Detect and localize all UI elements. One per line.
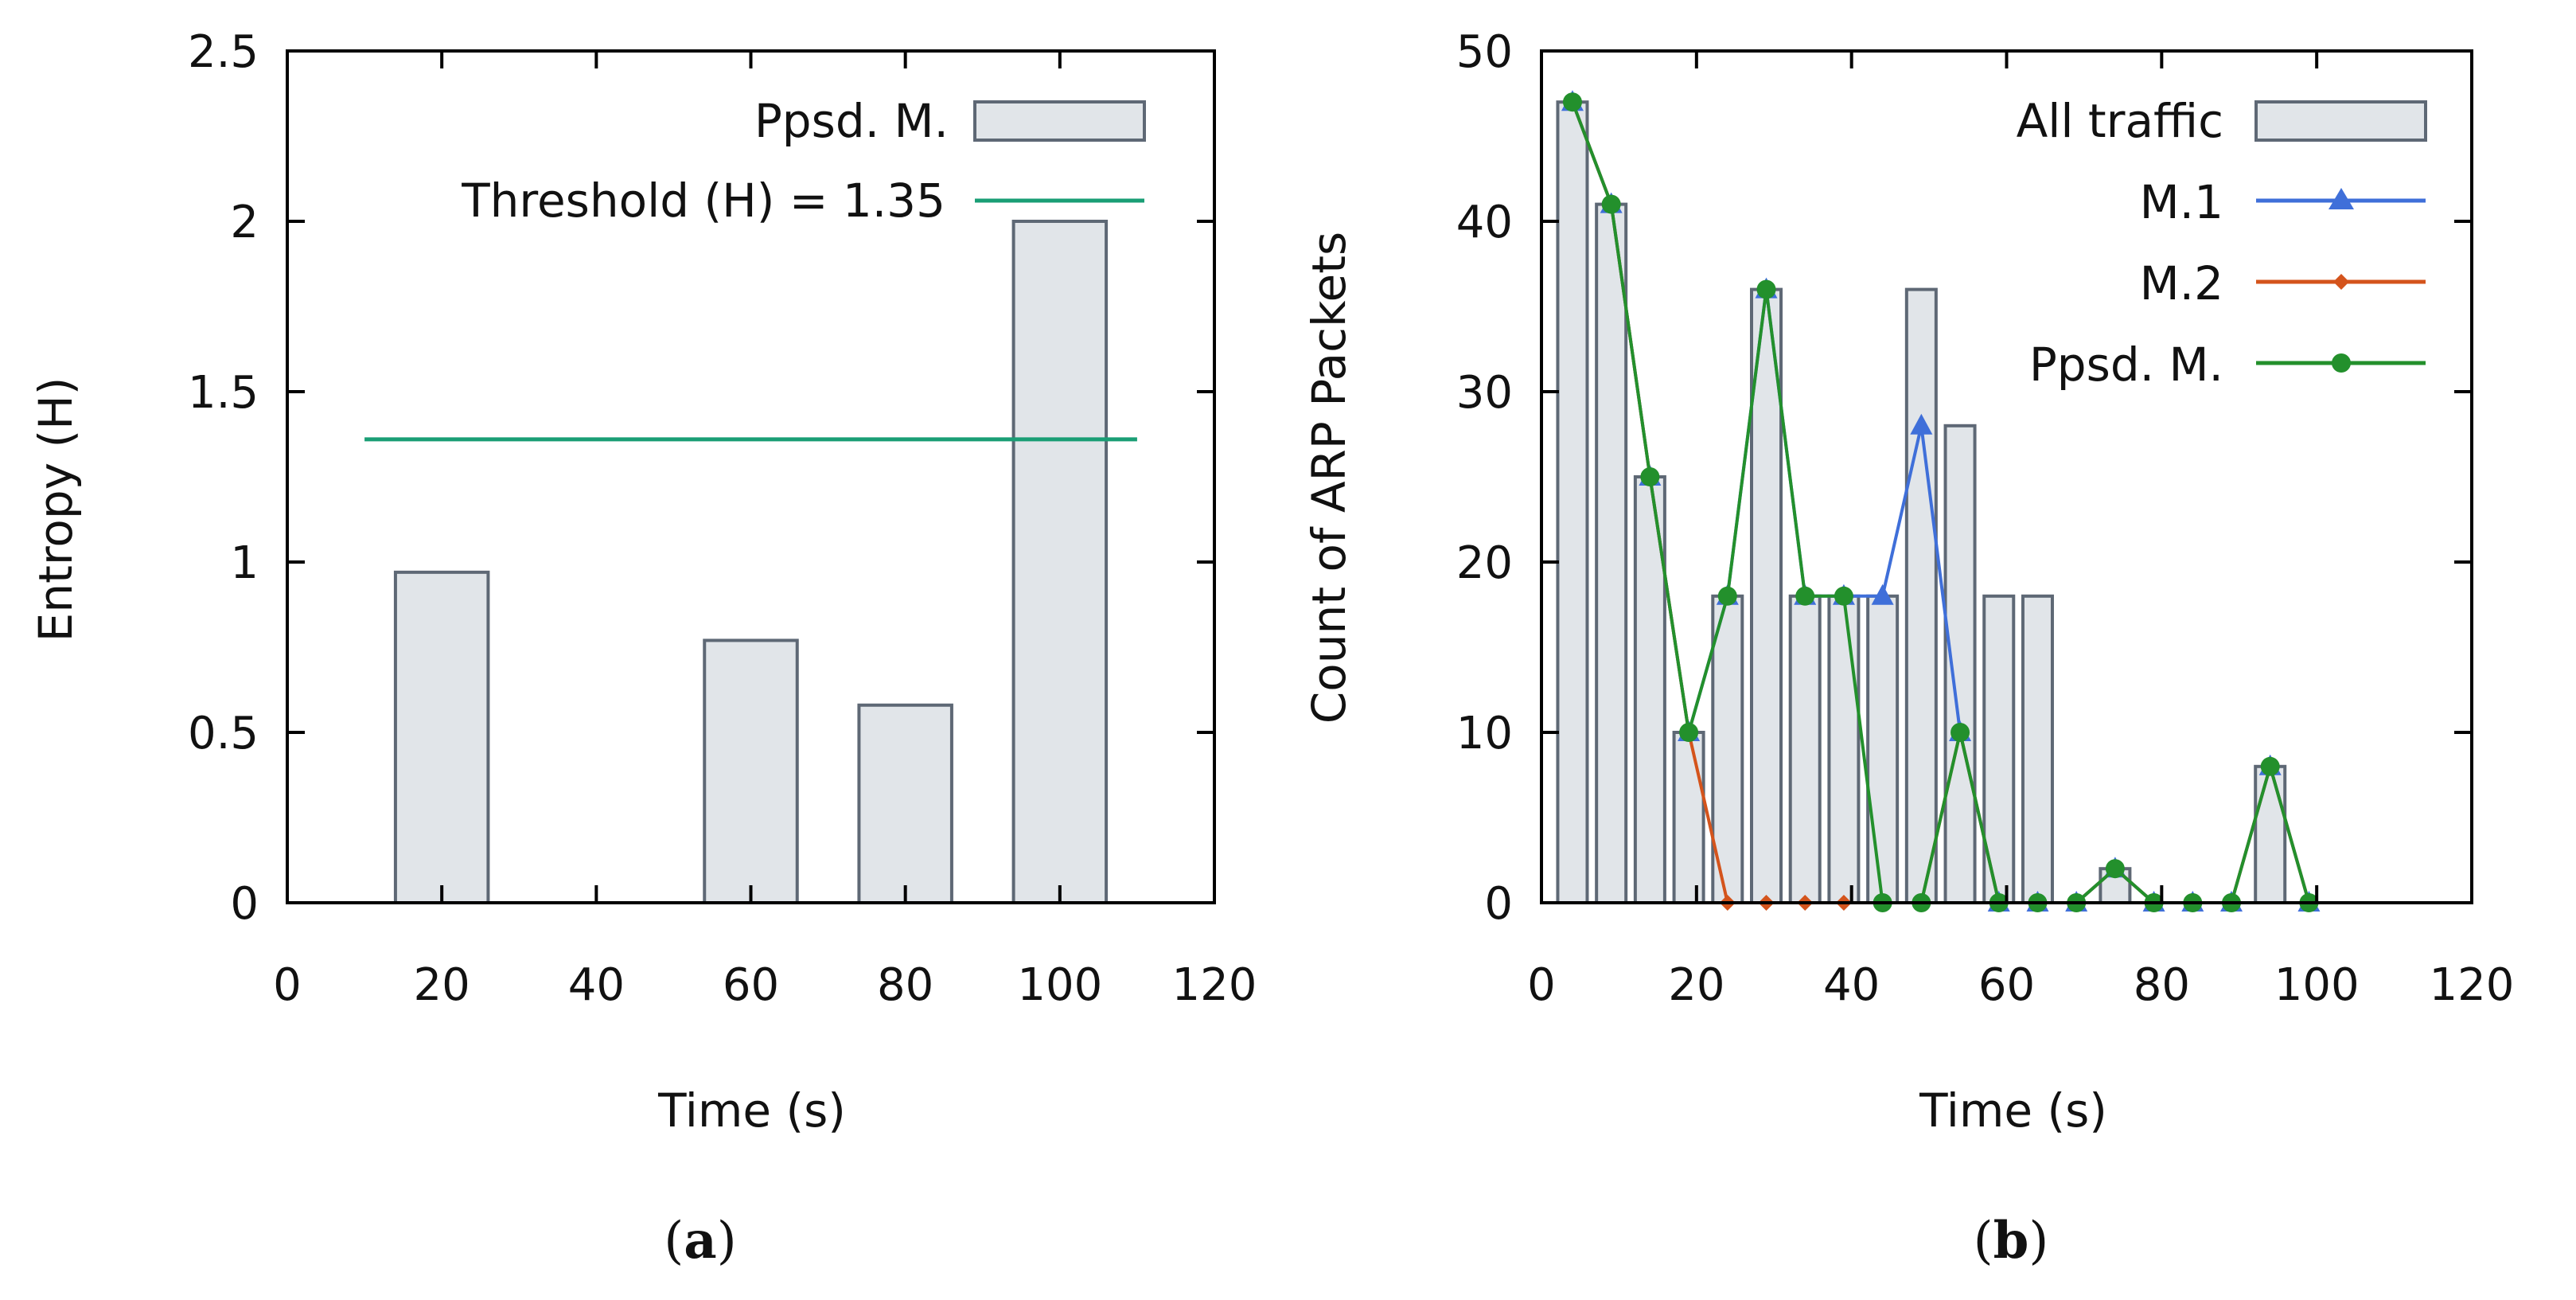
- chart-b-bar: [1943, 424, 1977, 904]
- chart-a: 0 20 40 60 80 100 120 0 0.5 1 1.5 2 2.5 Time (s) Ent…: [29, 26, 1257, 1138]
- chart-b-bar: [1866, 594, 1900, 904]
- chart-b-y-tick-label: 20: [1456, 537, 1513, 589]
- chart-a-x-tick-label: 120: [1172, 959, 1257, 1011]
- caption-a-letter: a: [684, 1211, 716, 1271]
- chart-b-point-ppsd: [2105, 859, 2125, 879]
- chart-a-legend-swatch-bars: [973, 100, 1146, 142]
- chart-b-point-ppsd: [1834, 586, 1853, 606]
- chart-b-bar: [1556, 100, 1589, 904]
- chart-a-y-tick-label: 2.5: [188, 26, 259, 78]
- chart-b-bar: [1904, 287, 1938, 905]
- chart-a-bar: [703, 638, 799, 904]
- chart-b-legend-label-ppsd: Ppsd. M.: [2029, 338, 2223, 392]
- chart-b-bar: [1595, 202, 1628, 905]
- chart-a-y-tick-label: 1.5: [188, 367, 259, 419]
- caption-a-close: ): [717, 1212, 737, 1271]
- chart-b-y-tick-label: 0: [1484, 878, 1513, 930]
- chart-b-x-tick-label: 0: [1527, 959, 1556, 1011]
- chart-a-x-tick-label: 80: [877, 959, 933, 1011]
- chart-a-x-axis-label: Time (s): [657, 1083, 846, 1138]
- chart-b-y-axis-label: Count of ARP Packets: [1302, 232, 1356, 724]
- chart-b-bar: [2099, 867, 2132, 904]
- chart-b-point-ppsd: [1756, 279, 1776, 299]
- chart-a-legend-label-threshold: Threshold (H) = 1.35: [461, 174, 945, 228]
- chart-b-legend-marker-ppsd: [2332, 353, 2351, 373]
- chart-b-x-tick-label: 120: [2430, 959, 2515, 1011]
- chart-b-y-tick-label: 10: [1456, 708, 1513, 759]
- chart-b-point-ppsd: [1562, 92, 1582, 112]
- chart-b-point-m1: [1871, 584, 1894, 605]
- chart-a-bar: [1011, 220, 1109, 904]
- chart-a-y-tick-label: 1: [230, 537, 259, 589]
- chart-a-y-tick-label: 0.5: [188, 708, 259, 759]
- chart-b-y-tick-label: 50: [1456, 26, 1513, 78]
- chart-b-point-m1: [1910, 413, 1933, 435]
- chart-b-x-tick-label: 40: [1823, 959, 1880, 1011]
- chart-a-x-tick-label: 100: [1017, 959, 1102, 1011]
- chart-b-bar: [1827, 594, 1861, 904]
- chart-b-x-tick-label: 20: [1668, 959, 1724, 1011]
- chart-b-legend-swatch-all-traffic: [2254, 100, 2427, 142]
- chart-b-bar: [1788, 594, 1822, 904]
- chart-a-y-tick-label: 2: [230, 197, 259, 248]
- chart-b-x-tick-label: 60: [1978, 959, 2035, 1011]
- chart-b-y-tick-label: 40: [1456, 197, 1513, 248]
- chart-b-point-ppsd: [1601, 194, 1621, 214]
- chart-b-x-tick-label: 80: [2134, 959, 2190, 1011]
- chart-b: 0 20 40 60 80 100 120 0 10 20 30 40 50 Time (s) Coun…: [1302, 26, 2514, 1138]
- chart-b-bar: [2021, 594, 2054, 904]
- chart-a-x-tick-label: 20: [414, 959, 470, 1011]
- chart-b-axis-ticks: 0 20 40 60 80 100 120 0 10 20 30 40 50: [1456, 26, 2515, 1011]
- chart-b-legend: All traffic M.1 M.2 Ppsd. M.: [2017, 94, 2427, 392]
- chart-b-legend-label-m2: M.2: [2140, 256, 2223, 310]
- chart-a-x-tick-label: 0: [273, 959, 302, 1011]
- chart-b-legend-marker-m1: [2329, 188, 2354, 209]
- chart-b-point-ppsd: [2260, 756, 2280, 776]
- chart-b-point-ppsd: [1951, 723, 1970, 742]
- chart-b-x-tick-label: 100: [2274, 959, 2360, 1011]
- chart-b-bar: [1672, 731, 1705, 904]
- chart-b-legend-label-m1: M.1: [2140, 175, 2223, 229]
- chart-a-axis-ticks: 0 20 40 60 80 100 120 0 0.5 1 1.5 2 2.5: [188, 26, 1257, 1011]
- chart-a-x-tick-label: 60: [723, 959, 779, 1011]
- chart-a-legend-label-bars: Ppsd. M.: [754, 94, 949, 148]
- caption-a: (a): [664, 1211, 736, 1271]
- chart-b-bar: [2254, 764, 2287, 904]
- caption-b-letter: b: [1993, 1211, 2029, 1271]
- chart-a-y-axis-label: Entropy (H): [29, 377, 83, 642]
- chart-a-y-tick-label: 0: [230, 878, 259, 930]
- chart-a-legend: Ppsd. M. Threshold (H) = 1.35: [461, 94, 1146, 228]
- chart-b-point-ppsd: [1640, 467, 1660, 486]
- caption-b: (b): [1974, 1211, 2049, 1271]
- chart-b-point-ppsd: [1717, 586, 1737, 606]
- chart-b-y-tick-label: 30: [1456, 367, 1513, 419]
- chart-b-legend-label-all-traffic: All traffic: [2017, 94, 2223, 148]
- caption-b-open: (: [1974, 1212, 1993, 1271]
- chart-a-bar: [393, 570, 490, 905]
- chart-a-marks: [364, 220, 1137, 905]
- chart-a-bar: [857, 703, 953, 905]
- chart-b-legend-marker-m2: [2333, 274, 2349, 290]
- chart-b-point-ppsd: [1795, 586, 1815, 606]
- caption-b-close: ): [2028, 1212, 2048, 1271]
- chart-a-x-tick-label: 40: [568, 959, 625, 1011]
- chart-b-bar: [1749, 287, 1783, 905]
- chart-b-point-ppsd: [1679, 723, 1699, 742]
- caption-a-open: (: [664, 1212, 684, 1271]
- chart-b-x-axis-label: Time (s): [1919, 1083, 2107, 1138]
